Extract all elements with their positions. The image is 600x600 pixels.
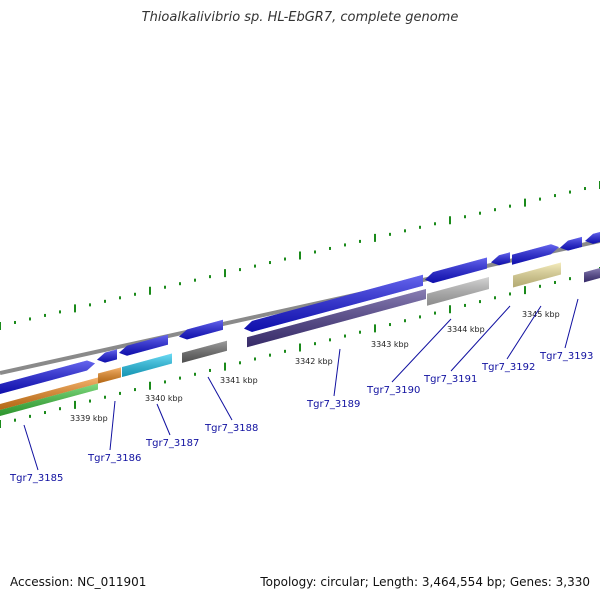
leader-line [506, 305, 542, 360]
gene-label-tgr7-3188[interactable]: Tgr7_3188 [204, 423, 258, 434]
gene-label-tgr7-3189[interactable]: Tgr7_3189 [306, 399, 360, 410]
leader-line [207, 376, 233, 421]
gene-block-tgr7-3192-shade [512, 244, 559, 265]
leader-line [156, 403, 171, 436]
cyan-block-3187-shade [122, 353, 172, 378]
gray-block-3188-shade [182, 340, 227, 363]
purple-block-3189-shade [247, 288, 426, 348]
leader-line [109, 400, 116, 451]
scale-label-3344: 3344 kbp [447, 325, 485, 334]
gene-label-tgr7-3185[interactable]: Tgr7_3185 [9, 473, 63, 484]
leader-line [450, 305, 511, 372]
gene-leaders [23, 298, 579, 471]
green-track-shade [0, 383, 98, 416]
scale-label-3342: 3342 kbp [295, 357, 333, 366]
gene-block-edge-shade [585, 232, 600, 244]
inner-tick-ring [0, 267, 600, 428]
leader-line [391, 318, 452, 383]
orange-track-shade [0, 377, 98, 410]
gene-block-tgr7-3190-shade [425, 257, 487, 284]
purple-block-edge-shade [584, 268, 600, 283]
gene-label-tgr7-3186[interactable]: Tgr7_3186 [87, 453, 141, 464]
leader-line [564, 298, 579, 349]
scale-label-3340: 3340 kbp [145, 394, 183, 403]
gene-label-tgr7-3192[interactable]: Tgr7_3192 [481, 362, 535, 373]
scale-label-3345: 3345 kbp [522, 310, 560, 319]
scale-label-3339: 3339 kbp [70, 414, 108, 423]
scale-label-3341: 3341 kbp [220, 376, 258, 385]
yellow-block-3192-shade [513, 262, 561, 288]
light-gray-block-3190-shade [427, 276, 489, 306]
gene-label-tgr7-3187[interactable]: Tgr7_3187 [145, 438, 199, 449]
gene-block-tgr7-3187-shade [119, 334, 168, 356]
gene-label-tgr7-3193[interactable]: Tgr7_3193 [539, 351, 593, 362]
leader-line [333, 348, 341, 397]
gene-label-tgr7-3191[interactable]: Tgr7_3191 [423, 374, 477, 385]
gene-labels: Tgr7_3185 Tgr7_3186 Tgr7_3187 Tgr7_3188 … [9, 351, 593, 484]
scale-label-3343: 3343 kbp [371, 340, 409, 349]
gene-label-tgr7-3190[interactable]: Tgr7_3190 [366, 385, 420, 396]
outer-tick-ring [0, 181, 600, 330]
gene-block-tgr7-3186-shade [97, 349, 117, 363]
scale-labels: 3339 kbp 3340 kbp 3341 kbp 3342 kbp 3343… [70, 310, 560, 423]
gene-block-tgr7-3189-shade [244, 274, 423, 332]
leader-line [23, 424, 39, 471]
gene-block-tgr7-3193-shade [560, 236, 582, 251]
accession-text: Accession: NC_011901 [10, 575, 147, 589]
gene-block-tgr7-3188-shade [179, 319, 223, 340]
gene-block-tgr7-3191-shade [491, 252, 510, 266]
feature-tracks [0, 232, 600, 416]
orange-block-3186-shade [98, 367, 121, 384]
gene-block-tgr7-3185-shade [0, 360, 95, 394]
topology-text: Topology: circular; Length: 3,464,554 bp… [260, 575, 590, 589]
map-title: Thioalkalivibrio sp. HL-EbGR7, complete … [141, 10, 459, 25]
